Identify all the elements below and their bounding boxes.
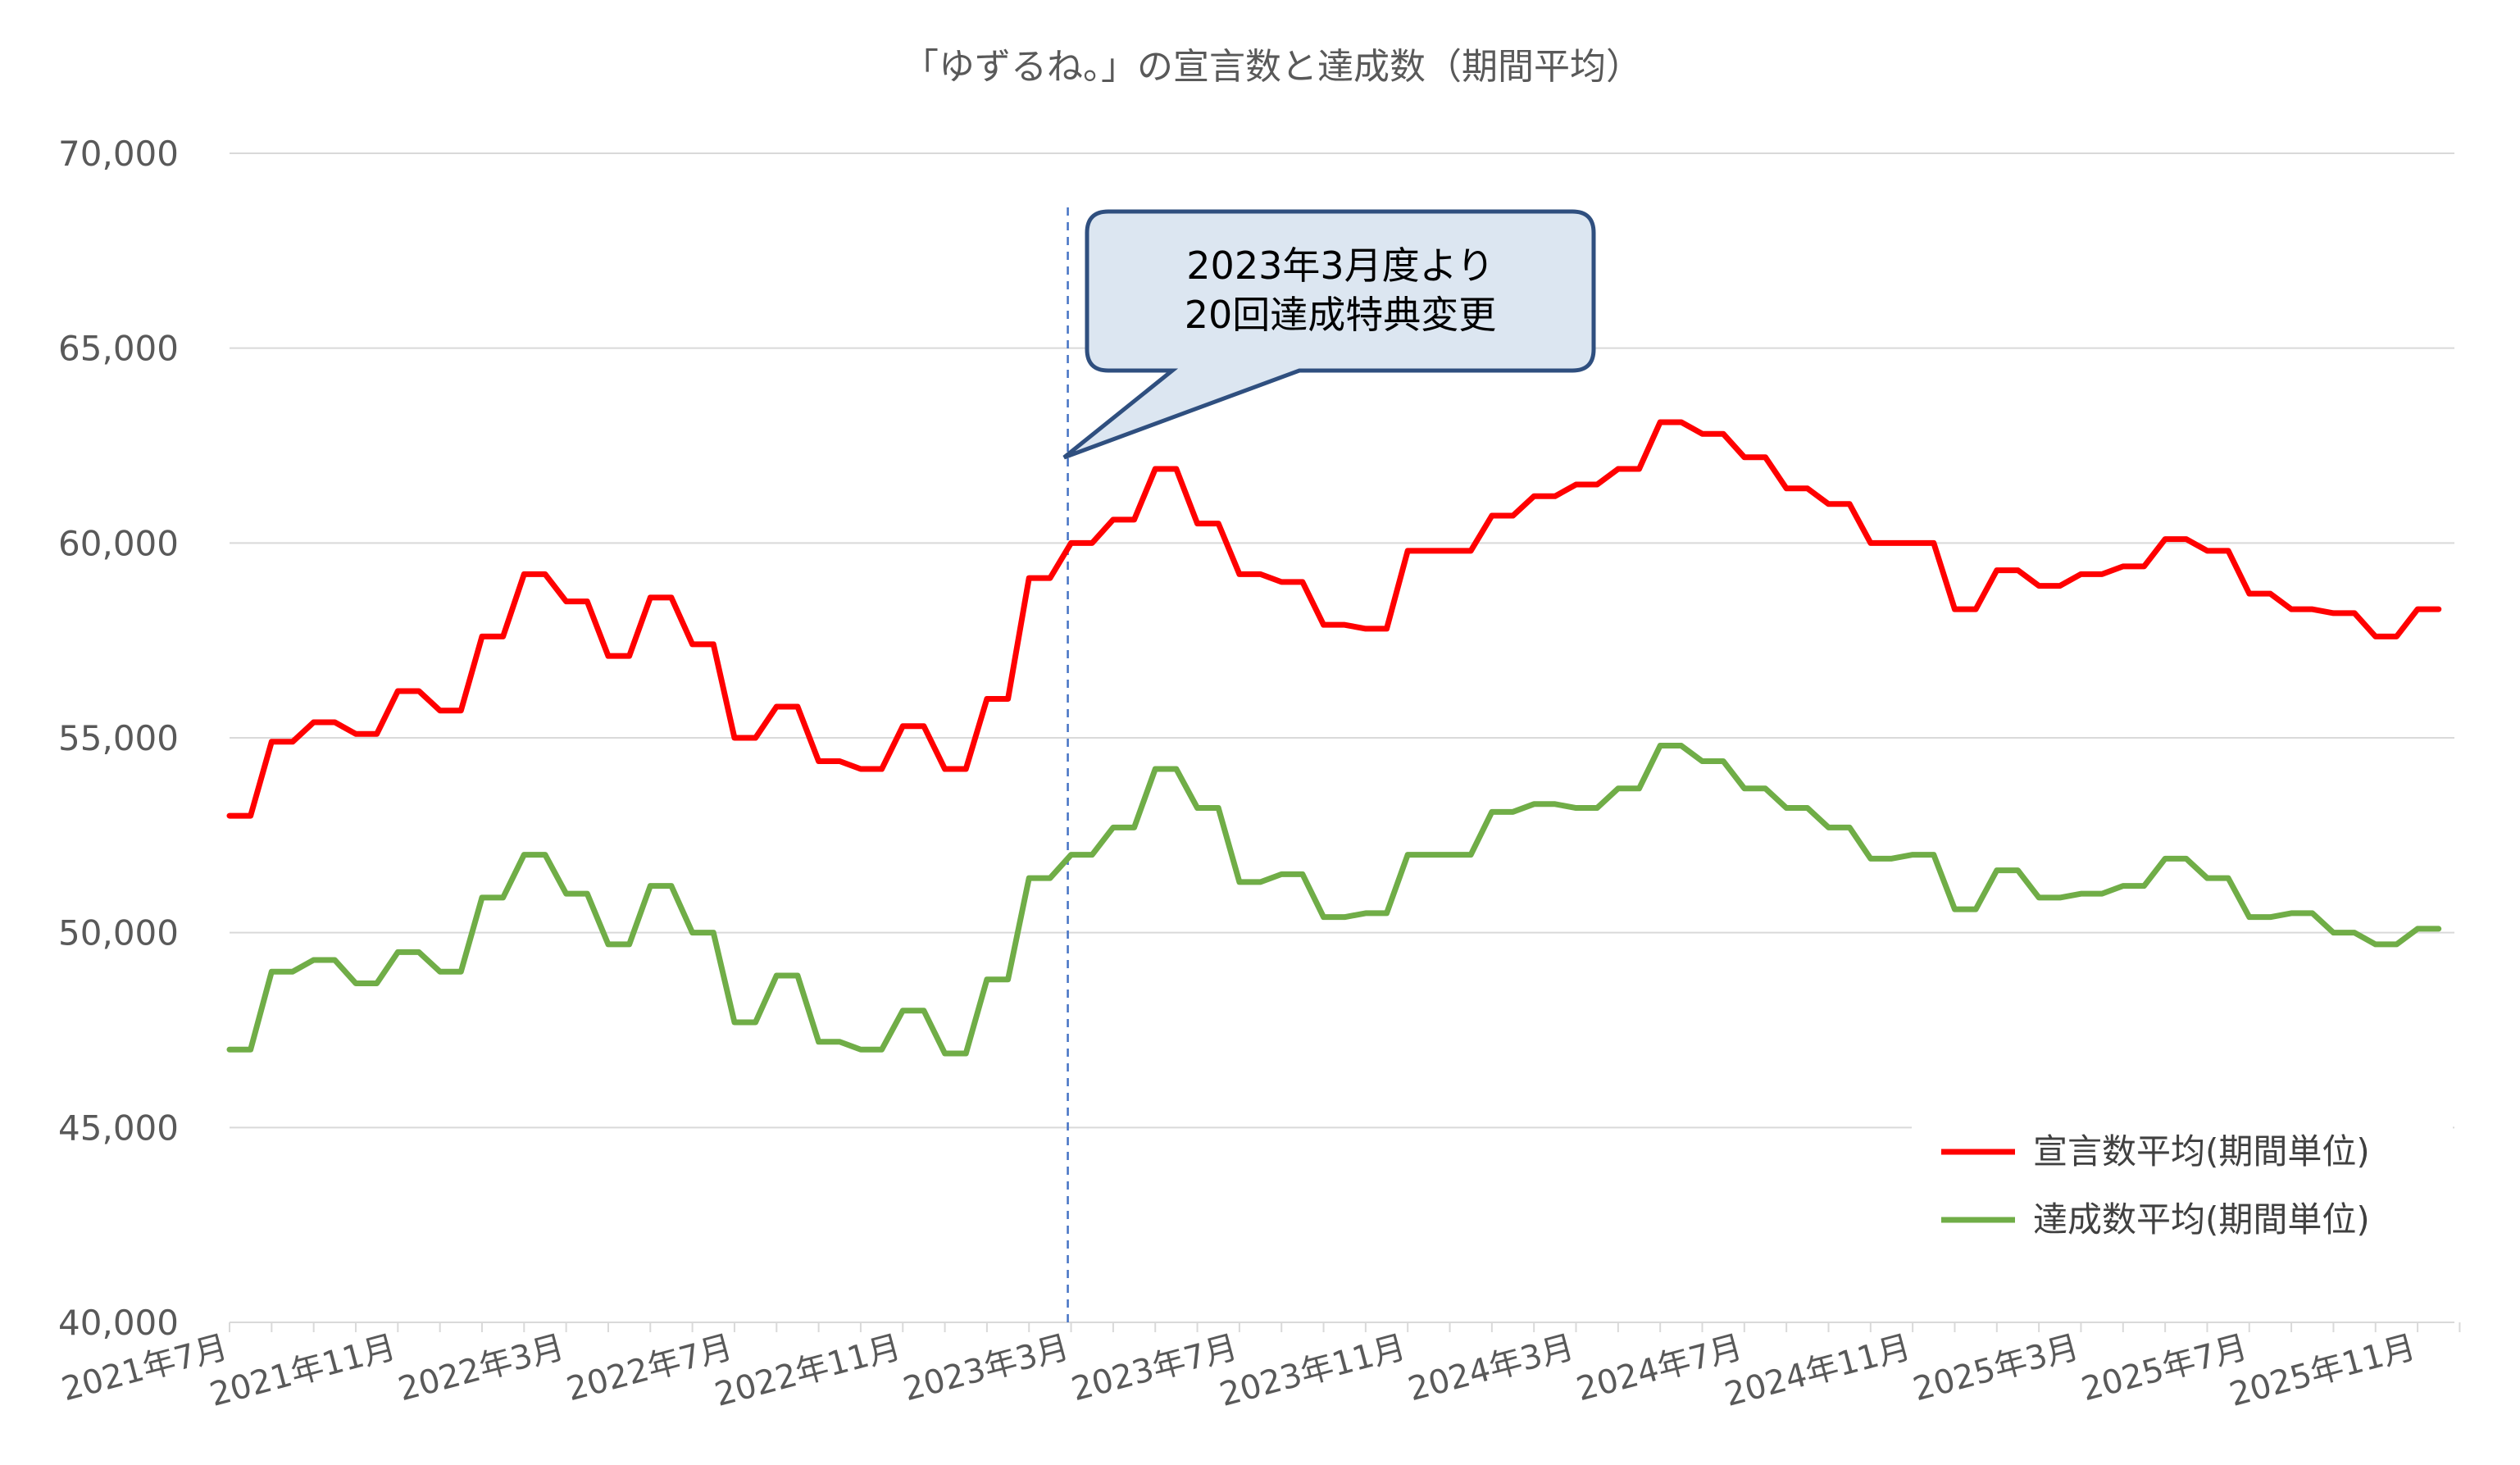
- y-tick-label: 40,000: [58, 1303, 179, 1343]
- callout-line-1: 2023年3月度より: [1186, 243, 1494, 288]
- x-tick-label: 2022年7月: [562, 1328, 736, 1408]
- chart-title: 「ゆずるね。」の宣言数と達成数（期間平均）: [903, 46, 1642, 88]
- y-tick-label: 55,000: [58, 718, 179, 758]
- x-tick-label: 2024年7月: [1572, 1328, 1746, 1408]
- series-line-1: [226, 743, 2442, 1057]
- legend-background: [1912, 1117, 2453, 1272]
- x-tick-label: 2025年7月: [2077, 1328, 2251, 1408]
- y-tick-label: 70,000: [58, 134, 179, 174]
- x-tick-label: 2023年7月: [1067, 1328, 1241, 1408]
- x-tick-label: 2022年11月: [711, 1328, 905, 1414]
- series-line-0: [226, 419, 2442, 819]
- x-tick-label: 2024年3月: [1404, 1328, 1578, 1408]
- y-tick-label: 50,000: [58, 913, 179, 953]
- x-tick-label: 2025年11月: [2226, 1328, 2420, 1414]
- x-axis: 2021年7月2021年11月2022年3月2022年7月2022年11月202…: [57, 1322, 2461, 1414]
- x-tick-label: 2023年11月: [1216, 1328, 1410, 1414]
- legend: 宣言数平均(期間単位) 達成数平均(期間単位): [1912, 1117, 2453, 1272]
- x-tick-label: 2021年11月: [206, 1328, 400, 1414]
- legend-label-declarations: 宣言数平均(期間単位): [2033, 1131, 2370, 1172]
- x-tick-label: 2022年3月: [394, 1328, 568, 1408]
- y-tick-label: 65,000: [58, 329, 179, 369]
- y-tick-label: 60,000: [58, 523, 179, 563]
- x-tick-label: 2025年3月: [1909, 1328, 2083, 1408]
- y-axis: 40,000 45,000 50,000 55,000 60,000 65,000 70,0…: [58, 134, 179, 1343]
- x-tick-label: 2024年11月: [1721, 1328, 1915, 1414]
- y-tick-label: 45,000: [58, 1108, 179, 1148]
- annotation-callout: 2023年3月度より 20回達成特典変更: [1062, 209, 1596, 460]
- series-layer: [226, 419, 2442, 1057]
- callout-shape: [1062, 209, 1596, 460]
- legend-label-achievements: 達成数平均(期間単位): [2033, 1199, 2370, 1240]
- x-tick-label: 2023年3月: [899, 1328, 1073, 1408]
- callout-line-2: 20回達成特典変更: [1185, 293, 1497, 337]
